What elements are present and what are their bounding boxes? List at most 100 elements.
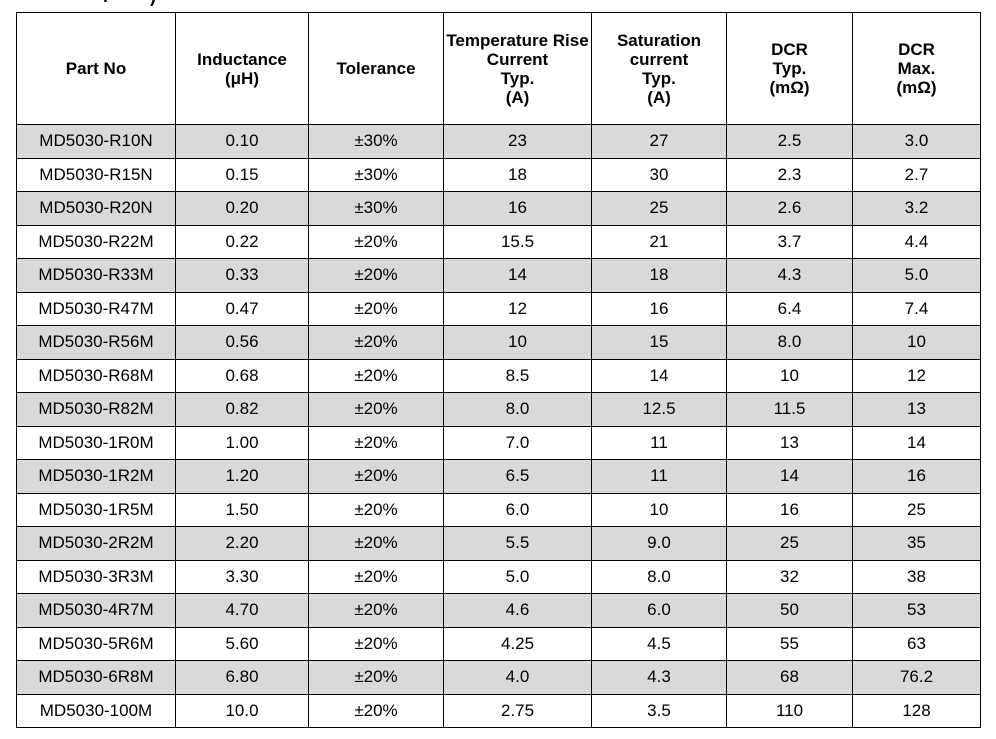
cell-inductance: 1.20 xyxy=(175,459,309,494)
table-row: MD5030-1R0M 1.00 ±20% 7.0 11 13 14 xyxy=(16,425,981,460)
table-body: MD5030-R10N 0.10 ±30% 23 27 2.5 3.0 MD5030-R15N… xyxy=(16,124,981,728)
table-row: MD5030-R68M 0.68 ±20% 8.5 14 10 12 xyxy=(16,358,981,393)
cell-inductance: 2.20 xyxy=(175,526,309,561)
cell-part-no: MD5030-1R5M xyxy=(16,492,176,527)
cell-temp-rise-current: 6.0 xyxy=(443,492,592,527)
table-row: MD5030-R15N 0.15 ±30% 18 30 2.3 2.7 xyxy=(16,157,981,192)
column-header-tolerance: Tolerance xyxy=(308,12,444,125)
cell-inductance: 0.22 xyxy=(175,224,309,259)
cell-saturation-current: 11 xyxy=(591,425,727,460)
cell-dcr-typ: 11.5 xyxy=(726,392,853,427)
column-header-line: Saturation xyxy=(616,30,702,50)
cell-dcr-max: 14 xyxy=(852,425,981,460)
cell-dcr-max: 76.2 xyxy=(852,660,981,695)
column-header-inductance: Inductance (μH) xyxy=(175,12,309,125)
cell-dcr-max: 38 xyxy=(852,559,981,594)
cell-temp-rise-current: 5.5 xyxy=(443,526,592,561)
cell-dcr-typ: 25 xyxy=(726,526,853,561)
cell-dcr-typ: 110 xyxy=(726,693,853,728)
cell-part-no: MD5030-R56M xyxy=(16,325,176,360)
cell-temp-rise-current: 7.0 xyxy=(443,425,592,460)
cell-temp-rise-current: 4.0 xyxy=(443,660,592,695)
cell-temp-rise-current: 4.25 xyxy=(443,626,592,661)
column-header-temp-rise-current: Temperature Rise Current Typ. (A) xyxy=(443,12,592,125)
cell-dcr-typ: 50 xyxy=(726,593,853,628)
cell-inductance: 0.15 xyxy=(175,157,309,192)
column-header-line: Temperature Rise xyxy=(446,30,589,50)
cell-inductance: 0.47 xyxy=(175,291,309,326)
cell-tolerance: ±20% xyxy=(308,526,444,561)
cell-dcr-typ: 55 xyxy=(726,626,853,661)
cell-dcr-max: 3.2 xyxy=(852,191,981,226)
cell-part-no: MD5030-2R2M xyxy=(16,526,176,561)
cell-dcr-max: 128 xyxy=(852,693,981,728)
table-row: MD5030-6R8M 6.80 ±20% 4.0 4.3 68 76.2 xyxy=(16,660,981,695)
cell-dcr-typ: 32 xyxy=(726,559,853,594)
cell-dcr-max: 7.4 xyxy=(852,291,981,326)
cell-temp-rise-current: 18 xyxy=(443,157,592,192)
inductor-spec-table: Part No Inductance (μH) Tolerance Temperatur… xyxy=(16,12,981,728)
table-header: Part No Inductance (μH) Tolerance Temperatur… xyxy=(16,12,981,125)
cell-saturation-current: 18 xyxy=(591,258,727,293)
column-header-line: (mΩ) xyxy=(769,78,810,97)
table-row: MD5030-100M 10.0 ±20% 2.75 3.5 110 128 xyxy=(16,693,981,728)
cell-part-no: MD5030-1R0M xyxy=(16,425,176,460)
cell-inductance: 0.20 xyxy=(175,191,309,226)
header-row: Part No Inductance (μH) Tolerance Temperatur… xyxy=(16,12,981,125)
cell-tolerance: ±20% xyxy=(308,492,444,527)
table-row: MD5030-R82M 0.82 ±20% 8.0 12.5 11.5 13 xyxy=(16,392,981,427)
table-row: MD5030-5R6M 5.60 ±20% 4.25 4.5 55 63 xyxy=(16,626,981,661)
cell-dcr-max: 2.7 xyxy=(852,157,981,192)
cell-saturation-current: 27 xyxy=(591,124,727,159)
cell-part-no: MD5030-R10N xyxy=(16,124,176,159)
cell-dcr-max: 10 xyxy=(852,325,981,360)
cell-part-no: MD5030-R68M xyxy=(16,358,176,393)
cell-tolerance: ±20% xyxy=(308,559,444,594)
cell-saturation-current: 8.0 xyxy=(591,559,727,594)
cell-saturation-current: 4.3 xyxy=(591,660,727,695)
cell-inductance: 0.68 xyxy=(175,358,309,393)
cell-part-no: MD5030-5R6M xyxy=(16,626,176,661)
column-header-line: (mΩ) xyxy=(896,78,937,97)
cell-dcr-max: 63 xyxy=(852,626,981,661)
cell-tolerance: ±20% xyxy=(308,693,444,728)
cell-part-no: MD5030-R15N xyxy=(16,157,176,192)
table-row: MD5030-4R7M 4.70 ±20% 4.6 6.0 50 53 xyxy=(16,593,981,628)
cell-tolerance: ±30% xyxy=(308,124,444,159)
cell-inductance: 1.50 xyxy=(175,492,309,527)
cell-dcr-max: 16 xyxy=(852,459,981,494)
cell-inductance: 0.10 xyxy=(175,124,309,159)
cell-temp-rise-current: 8.5 xyxy=(443,358,592,393)
cell-saturation-current: 16 xyxy=(591,291,727,326)
cell-saturation-current: 25 xyxy=(591,191,727,226)
cell-dcr-typ: 2.3 xyxy=(726,157,853,192)
cell-dcr-typ: 8.0 xyxy=(726,325,853,360)
column-header-dcr-typ: DCR Typ. (mΩ) xyxy=(726,12,853,125)
cell-temp-rise-current: 16 xyxy=(443,191,592,226)
cell-tolerance: ±20% xyxy=(308,593,444,628)
column-header-line: Typ. xyxy=(500,68,535,88)
cell-dcr-typ: 2.6 xyxy=(726,191,853,226)
cell-dcr-typ: 68 xyxy=(726,660,853,695)
cell-temp-rise-current: 2.75 xyxy=(443,693,592,728)
cell-temp-rise-current: 5.0 xyxy=(443,559,592,594)
cell-inductance: 5.60 xyxy=(175,626,309,661)
cell-saturation-current: 9.0 xyxy=(591,526,727,561)
column-header-line: Typ. xyxy=(772,59,807,78)
cell-dcr-max: 3.0 xyxy=(852,124,981,159)
clipped-heading-fragment: .) xyxy=(0,0,996,10)
cell-inductance: 0.82 xyxy=(175,392,309,427)
cell-dcr-typ: 16 xyxy=(726,492,853,527)
cell-tolerance: ±20% xyxy=(308,459,444,494)
cell-tolerance: ±30% xyxy=(308,191,444,226)
cell-temp-rise-current: 10 xyxy=(443,325,592,360)
cell-temp-rise-current: 6.5 xyxy=(443,459,592,494)
cell-part-no: MD5030-R82M xyxy=(16,392,176,427)
column-header-line: Current xyxy=(486,49,549,69)
cell-inductance: 10.0 xyxy=(175,693,309,728)
cell-tolerance: ±20% xyxy=(308,258,444,293)
table-row: MD5030-2R2M 2.20 ±20% 5.5 9.0 25 35 xyxy=(16,526,981,561)
cell-dcr-max: 13 xyxy=(852,392,981,427)
cell-inductance: 1.00 xyxy=(175,425,309,460)
cell-tolerance: ±20% xyxy=(308,660,444,695)
